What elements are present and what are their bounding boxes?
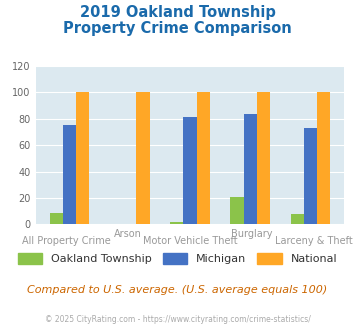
Text: Property Crime Comparison: Property Crime Comparison [63,21,292,36]
Text: All Property Crime: All Property Crime [22,236,111,246]
Text: Motor Vehicle Theft: Motor Vehicle Theft [143,236,237,246]
Bar [230,197,244,224]
Bar [136,92,149,224]
Text: Arson: Arson [114,229,142,239]
Bar [183,117,197,224]
Text: Burglary: Burglary [231,229,272,239]
Text: Larceny & Theft: Larceny & Theft [274,236,353,246]
Bar [63,125,76,224]
Bar [257,92,270,224]
Bar [304,128,317,224]
Bar [317,92,330,224]
Bar [197,92,210,224]
Text: © 2025 CityRating.com - https://www.cityrating.com/crime-statistics/: © 2025 CityRating.com - https://www.city… [45,315,310,324]
Text: 2019 Oakland Township: 2019 Oakland Township [80,5,275,20]
Bar [170,222,183,224]
Text: Compared to U.S. average. (U.S. average equals 100): Compared to U.S. average. (U.S. average … [27,285,328,295]
Bar [50,213,63,224]
Bar [290,214,304,224]
Legend: Oakland Township, Michigan, National: Oakland Township, Michigan, National [13,248,342,268]
Bar [76,92,89,224]
Bar [244,114,257,224]
